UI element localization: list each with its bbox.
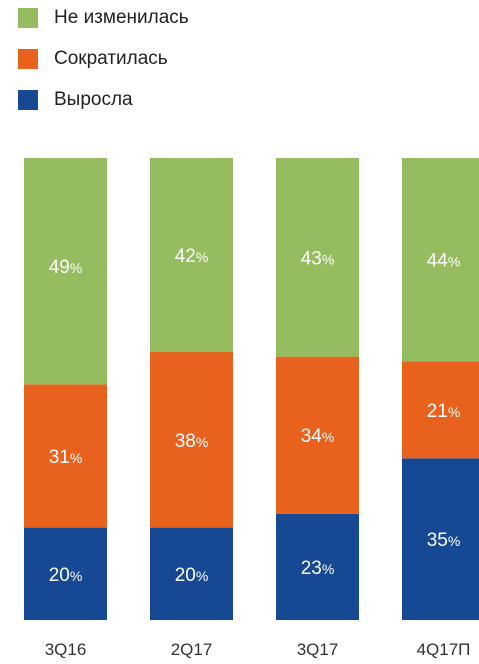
bar-segment-unchanged-2Q17 bbox=[150, 158, 233, 353]
legend-label-decreased: Сократилась bbox=[54, 48, 168, 69]
data-label-grew-4Q17П: 35% bbox=[427, 530, 461, 551]
bar-segment-unchanged-3Q17 bbox=[276, 158, 359, 357]
bar-segment-unchanged-3Q16 bbox=[24, 158, 107, 385]
data-label-unchanged-3Q17: 43% bbox=[301, 248, 335, 269]
data-label-grew-3Q17: 23% bbox=[301, 558, 335, 579]
data-label-decreased-3Q16: 31% bbox=[49, 447, 83, 468]
legend-item-unchanged: Не изменилась bbox=[18, 7, 189, 28]
data-label-decreased-4Q17П: 21% bbox=[427, 401, 461, 422]
bar-segment-grew-4Q17П bbox=[402, 458, 479, 620]
bar-segment-grew-2Q17 bbox=[150, 527, 233, 620]
data-label-decreased-3Q17: 34% bbox=[301, 426, 335, 447]
data-label-unchanged-3Q16: 49% bbox=[49, 257, 83, 278]
x-tick-label-3Q17: 3Q17 bbox=[297, 640, 339, 659]
legend-label-grew: Выросла bbox=[54, 89, 133, 110]
bar-segment-decreased-3Q17 bbox=[276, 356, 359, 514]
data-label-decreased-2Q17: 38% bbox=[175, 431, 209, 452]
data-label-grew-3Q16: 20% bbox=[49, 565, 83, 586]
legend-label-unchanged: Не изменилась bbox=[54, 7, 189, 28]
bar-segment-grew-3Q17 bbox=[276, 513, 359, 620]
x-tick-label-4Q17П: 4Q17П bbox=[417, 640, 471, 659]
legend-swatch-grew bbox=[18, 90, 38, 110]
bar-segment-unchanged-4Q17П bbox=[402, 158, 479, 362]
data-label-unchanged-2Q17: 42% bbox=[175, 246, 209, 267]
x-tick-label-3Q16: 3Q16 bbox=[45, 640, 87, 659]
data-label-grew-2Q17: 20% bbox=[175, 565, 209, 586]
bar-segment-grew-3Q16 bbox=[24, 527, 107, 620]
legend-swatch-unchanged bbox=[18, 8, 38, 28]
legend-item-decreased: Сократилась bbox=[18, 48, 189, 69]
x-tick-label-2Q17: 2Q17 bbox=[171, 640, 213, 659]
bar-segment-decreased-4Q17П bbox=[402, 361, 479, 459]
legend-swatch-decreased bbox=[18, 49, 38, 69]
data-label-unchanged-4Q17П: 44% bbox=[427, 251, 461, 272]
chart-legend: Не изменилась Сократилась Выросла bbox=[18, 7, 189, 131]
legend-item-grew: Выросла bbox=[18, 89, 189, 110]
bar-segment-decreased-3Q16 bbox=[24, 384, 107, 528]
bar-segment-decreased-2Q17 bbox=[150, 352, 233, 528]
